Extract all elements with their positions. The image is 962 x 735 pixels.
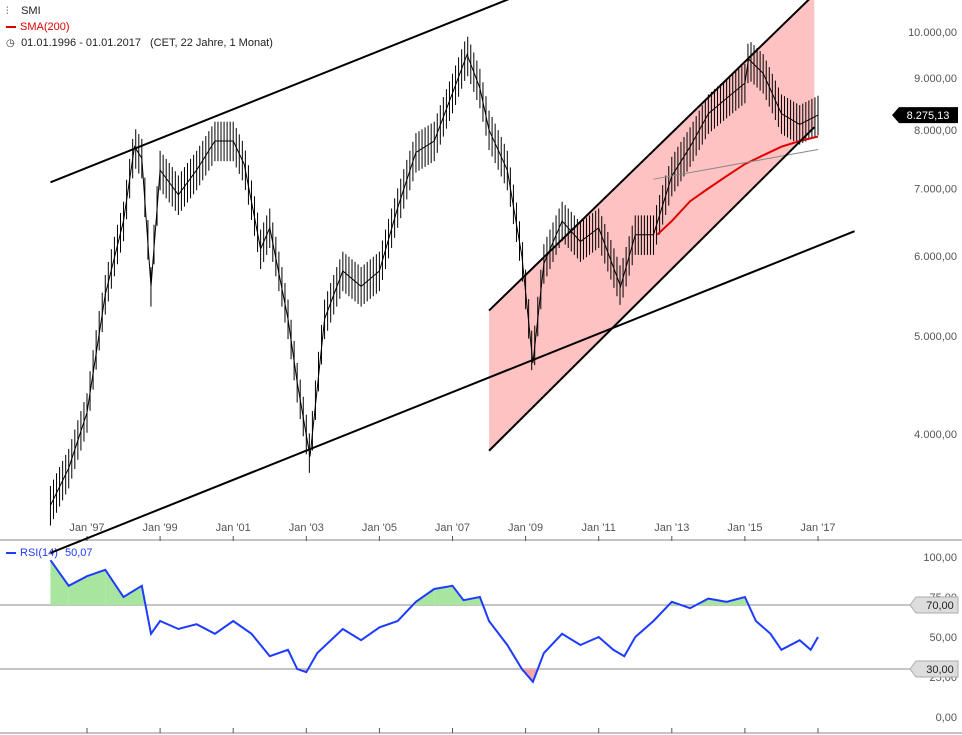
sma-swatch	[6, 26, 16, 29]
price-axis-tick: 8.000,00	[914, 125, 957, 137]
legend-symbol-label: SMI	[21, 5, 41, 17]
price-axis-tick: 6.000,00	[914, 251, 957, 263]
rsi-overbought-fill	[123, 585, 142, 605]
rsi-axis-tick: 50,00	[929, 632, 957, 644]
price-marker-label: 8.275,13	[907, 110, 950, 122]
price-axis-tick: 7.000,00	[914, 183, 957, 195]
rsi-level-marker	[909, 660, 959, 678]
legend-rsi: RSI(14) 50,07	[6, 546, 93, 560]
x-tick-label: Jan '05	[362, 522, 397, 534]
legend-symbol: ⫶ SMI	[6, 4, 41, 19]
sma-line	[656, 135, 819, 236]
x-tick-label: Jan '97	[69, 522, 104, 534]
rsi-overbought-fill	[105, 569, 124, 605]
rsi-overbought-fill	[434, 585, 453, 605]
rsi-overbought-fill	[463, 597, 480, 605]
price-axis-tick: 4.000,00	[914, 429, 957, 441]
rsi-overbought-fill	[50, 560, 69, 605]
price-axis-tick: 9.000,00	[914, 73, 957, 85]
rsi-line	[49, 559, 819, 684]
price-axis-tick: 10.000,00	[908, 27, 957, 39]
trendline	[50, 230, 855, 554]
channel-fill	[489, 0, 815, 451]
x-tick-label: Jan '07	[435, 522, 470, 534]
price-axis-tick: 5.000,00	[914, 331, 957, 343]
rsi-overbought-fill	[87, 569, 106, 605]
rsi-axis-tick: 100,00	[923, 552, 957, 564]
rsi-level-marker	[909, 596, 959, 614]
x-tick-label: Jan '01	[216, 522, 251, 534]
x-tick-label: Jan '15	[727, 522, 762, 534]
legend-period-detail: (CET, 22 Jahre, 1 Monat)	[150, 37, 273, 49]
legend-rsi-label: RSI(14)	[20, 547, 58, 559]
x-tick-label: Jan '03	[289, 522, 324, 534]
legend-period: ◷ 01.01.1996 - 01.01.2017 (CET, 22 Jahre…	[6, 36, 273, 51]
channel-lower-line	[488, 126, 816, 452]
x-tick-label: Jan '17	[800, 522, 835, 534]
x-tick-label: Jan '99	[143, 522, 178, 534]
rsi-level-marker-label: 30,00	[926, 664, 954, 676]
x-tick-label: Jan '11	[582, 522, 616, 534]
channel-upper-line	[488, 0, 810, 312]
candlestick-icon: ⫶	[6, 6, 9, 17]
rsi-axis-tick: 0,00	[936, 712, 957, 724]
legend-rsi-value: 50,07	[64, 547, 93, 559]
legend-period-label: 01.01.1996 - 01.01.2017	[21, 37, 141, 49]
clock-icon: ◷	[6, 38, 15, 49]
x-tick-label: Jan '13	[654, 522, 689, 534]
legend-sma: SMA(200)	[6, 20, 70, 34]
rsi-level-marker-label: 70,00	[926, 600, 954, 612]
rsi-swatch	[6, 552, 16, 555]
price-marker	[892, 107, 958, 124]
trendline	[653, 149, 819, 180]
trendline	[50, 0, 510, 184]
legend-sma-label: SMA(200)	[20, 21, 70, 33]
x-tick-label: Jan '09	[508, 522, 543, 534]
